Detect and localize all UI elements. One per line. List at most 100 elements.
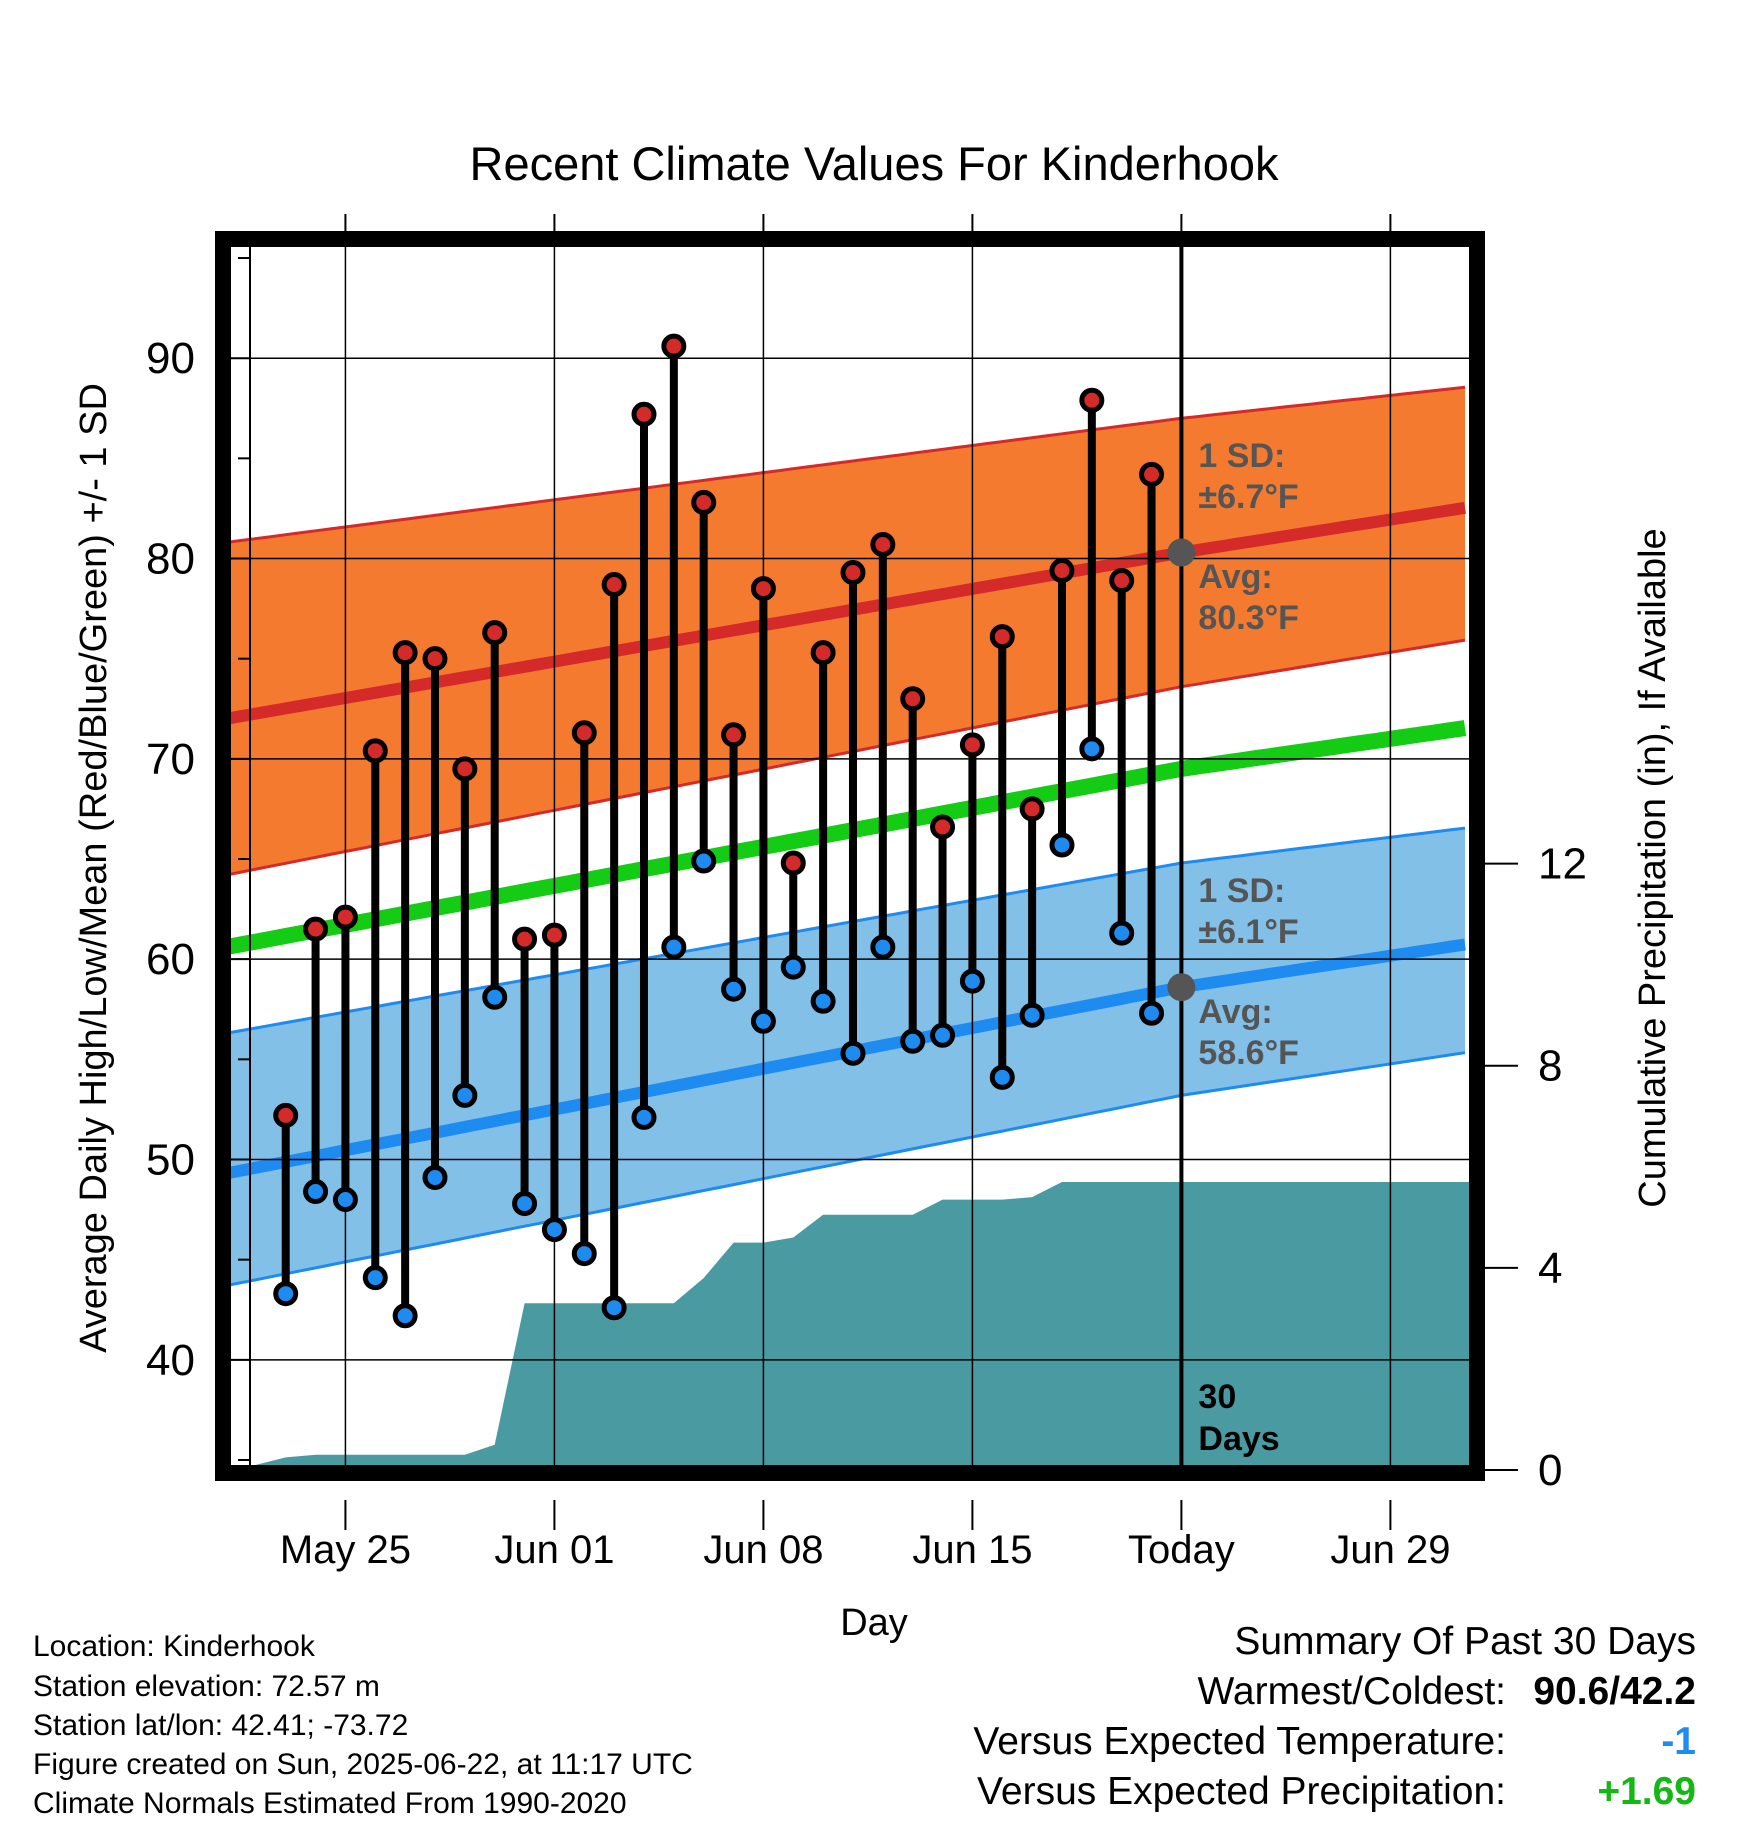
low-sd-label: 1 SD: (1198, 872, 1285, 910)
summary-temp-label: Versus Expected Temperature: (973, 1720, 1506, 1763)
high-point-26 (1019, 796, 1045, 822)
high-point-22 (900, 686, 926, 712)
high-point-16 (721, 722, 747, 748)
low-point-30 (1139, 1000, 1165, 1026)
high-point-3 (332, 904, 358, 930)
high-point-17 (750, 576, 776, 602)
summary-precip-value: +1.69 (1597, 1770, 1696, 1813)
high-point-8 (482, 620, 508, 646)
low-point-28 (1079, 736, 1105, 762)
high-avg-label: Avg: (1198, 558, 1272, 596)
meta-location: Location: Kinderhook (33, 1630, 315, 1663)
low-point-5 (392, 1303, 418, 1329)
low-point-2 (303, 1179, 329, 1205)
low-point-29 (1109, 920, 1135, 946)
low-avg-value: 58.6°F (1198, 1034, 1299, 1072)
x-tick-label-jun-15: Jun 15 (912, 1528, 1032, 1572)
plot-frame (215, 231, 1485, 1481)
summary-warm-cold-label: Warmest/Coldest: (1197, 1670, 1506, 1713)
y-axis-left: 40 50 60 70 80 90 (146, 242, 251, 1470)
y-tick-label-80: 80 (146, 535, 195, 584)
high-point-24 (959, 732, 985, 758)
x-tick-label-today: Today (1128, 1528, 1235, 1572)
low-point-18 (780, 954, 806, 980)
summary-precip: Versus Expected Precipitation: +1.69 (977, 1770, 1696, 1814)
high-sd-value: ±6.7°F (1198, 478, 1298, 516)
x-axis-label: Day (840, 1602, 908, 1644)
days-label-text: Days (1198, 1420, 1279, 1458)
low-sd-value: ±6.1°F (1198, 913, 1298, 951)
x-tick-label-jun-01: Jun 01 (494, 1528, 614, 1572)
high-point-11 (571, 720, 597, 746)
high-point-19 (810, 640, 836, 666)
y-tick-label-70: 70 (146, 735, 195, 784)
high-point-1 (273, 1102, 299, 1128)
high-point-20 (840, 560, 866, 586)
summary-temp-value: -1 (1661, 1720, 1696, 1763)
x-tick-label-jun-29: Jun 29 (1330, 1528, 1450, 1572)
y2-axis-label: Cumulative Precipitation (in), If Availa… (1632, 528, 1674, 1207)
high-point-13 (631, 401, 657, 427)
low-point-4 (362, 1265, 388, 1291)
low-point-15 (691, 848, 717, 874)
summary-heading: Summary Of Past 30 Days (1234, 1620, 1696, 1663)
high-point-12 (601, 572, 627, 598)
high-sd-band-upper-edge (226, 385, 1466, 544)
high-point-23 (930, 814, 956, 840)
low-avg-label: Avg: (1198, 993, 1272, 1031)
y-axis-label: Average Daily High/Low/Mean (Red/Blue/Gr… (73, 383, 115, 1353)
summary-precip-label: Versus Expected Precipitation: (977, 1770, 1506, 1813)
high-point-4 (362, 738, 388, 764)
high-point-27 (1049, 558, 1075, 584)
high-point-21 (870, 531, 896, 557)
summary-warm-cold-value: 90.6/42.2 (1533, 1670, 1696, 1713)
low-point-9 (512, 1191, 538, 1217)
high-point-25 (989, 624, 1015, 650)
high-point-9 (512, 926, 538, 952)
low-point-7 (452, 1082, 478, 1108)
high-sd-label: 1 SD: (1198, 437, 1285, 475)
low-point-12 (601, 1295, 627, 1321)
y2-tick-label-8: 8 (1538, 1042, 1562, 1091)
high-point-15 (691, 489, 717, 515)
high-point-18 (780, 850, 806, 876)
low-point-11 (571, 1241, 597, 1267)
y2-tick-label-12: 12 (1538, 840, 1587, 889)
low-point-3 (332, 1187, 358, 1213)
y-axis-right: 0 4 8 12 (1474, 840, 1587, 1495)
today-low-avg-marker (1167, 973, 1196, 1002)
meta-latlon: Station lat/lon: 42.41; -73.72 (33, 1709, 409, 1742)
today-high-avg-marker (1167, 538, 1196, 567)
high-point-6 (422, 646, 448, 672)
days-label-number: 30 (1198, 1378, 1236, 1416)
y-tick-label-60: 60 (146, 935, 195, 984)
x-tick-label-may-25: May 25 (280, 1528, 411, 1572)
low-point-6 (422, 1165, 448, 1191)
low-point-14 (661, 934, 687, 960)
meta-created: Figure created on Sun, 2025-06-22, at 11… (33, 1748, 693, 1781)
y2-tick-label-0: 0 (1538, 1446, 1562, 1495)
low-point-22 (900, 1028, 926, 1054)
x-axis: May 25 Jun 01 Jun 08 Jun 15 Today Jun 29 (280, 214, 1450, 1572)
meta-elevation: Station elevation: 72.57 m (33, 1670, 380, 1703)
high-avg-value: 80.3°F (1198, 599, 1299, 637)
high-point-29 (1109, 568, 1135, 594)
low-point-19 (810, 988, 836, 1014)
low-point-13 (631, 1104, 657, 1130)
low-point-26 (1019, 1002, 1045, 1028)
low-point-10 (541, 1217, 567, 1243)
summary-warm-cold: Warmest/Coldest: 90.6/42.2 (1198, 1670, 1696, 1714)
high-point-28 (1079, 387, 1105, 413)
y-tick-label-90: 90 (146, 334, 195, 383)
high-point-7 (452, 756, 478, 782)
low-point-27 (1049, 832, 1075, 858)
precip-area (226, 1182, 1474, 1470)
low-point-8 (482, 984, 508, 1010)
chart-title: Recent Climate Values For Kinderhook (470, 137, 1279, 190)
low-point-23 (930, 1022, 956, 1048)
low-point-25 (989, 1064, 1015, 1090)
high-point-2 (303, 916, 329, 942)
